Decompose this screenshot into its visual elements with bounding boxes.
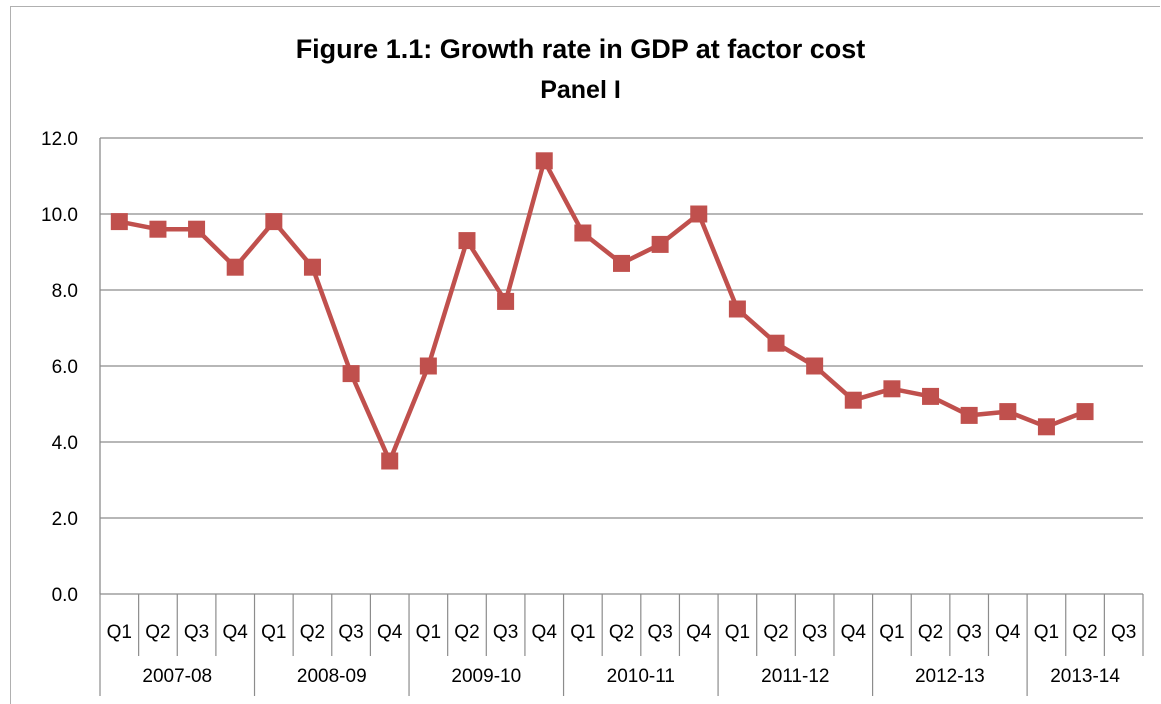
data-point-marker <box>690 205 708 223</box>
x-tick-label-quarter: Q3 <box>338 622 363 643</box>
x-tick-label-quarter: Q3 <box>647 622 672 643</box>
data-point-marker <box>728 300 746 318</box>
y-tick-label: 12.0 <box>41 129 78 150</box>
x-tick-label-quarter: Q1 <box>107 622 132 643</box>
data-point-marker <box>458 232 476 250</box>
x-group-label-year: 2011-12 <box>761 666 829 687</box>
x-tick-label-quarter: Q3 <box>184 622 209 643</box>
x-tick-label-quarter: Q3 <box>1111 622 1136 643</box>
x-group-label-year: 2010-11 <box>607 666 675 687</box>
x-tick-label-quarter: Q3 <box>956 622 981 643</box>
y-tick-label: 10.0 <box>41 205 78 226</box>
data-point-marker <box>999 403 1017 421</box>
data-point-marker <box>497 292 515 310</box>
x-tick-label-quarter: Q3 <box>802 622 827 643</box>
data-point-marker <box>1076 403 1094 421</box>
data-point-marker <box>767 334 785 352</box>
x-tick-label-quarter: Q1 <box>725 622 750 643</box>
data-point-marker <box>651 235 669 253</box>
chart-title: Figure 1.1: Growth rate in GDP at factor… <box>295 34 866 64</box>
series-line <box>110 152 1094 470</box>
data-point-marker <box>419 357 437 375</box>
data-point-marker <box>149 220 167 238</box>
gridlines <box>99 137 1143 595</box>
x-tick-label-quarter: Q4 <box>532 622 558 643</box>
data-point-marker <box>883 380 901 398</box>
data-point-marker <box>1037 418 1055 436</box>
data-point-marker <box>188 220 206 238</box>
x-group-label-year: 2007-08 <box>142 666 212 687</box>
x-tick-label-quarter: Q4 <box>841 622 867 643</box>
x-tick-label-quarter: Q4 <box>686 622 712 643</box>
x-tick-label-quarter: Q2 <box>609 622 634 643</box>
data-point-marker <box>960 406 978 424</box>
x-tick-label-quarter: Q2 <box>145 622 170 643</box>
chart-subtitle: Panel I <box>540 76 621 104</box>
data-point-marker <box>922 387 940 405</box>
x-group-label-year: 2009-10 <box>451 666 521 687</box>
x-tick-label-quarter: Q1 <box>879 622 904 643</box>
x-tick-label-quarter: Q4 <box>223 622 249 643</box>
data-point-marker <box>806 357 824 375</box>
x-tick-label-quarter: Q2 <box>300 622 325 643</box>
x-group-label-year: 2012-13 <box>915 666 985 687</box>
y-tick-label: 4.0 <box>52 433 78 454</box>
y-tick-label: 2.0 <box>52 509 78 530</box>
data-point-marker <box>844 391 862 409</box>
x-tick-label-quarter: Q2 <box>918 622 943 643</box>
x-tick-label-quarter: Q1 <box>261 622 286 643</box>
x-tick-label-quarter: Q4 <box>377 622 403 643</box>
data-point-marker <box>226 258 244 276</box>
x-tick-label-quarter: Q1 <box>1034 622 1059 643</box>
y-axis-tick-labels: 0.0 2.0 4.0 6.0 8.0 10.0 12.0 <box>41 129 78 606</box>
x-tick-label-quarter: Q3 <box>493 622 518 643</box>
data-point-marker <box>613 254 630 272</box>
data-point-marker <box>265 213 283 231</box>
x-tick-label-quarter: Q1 <box>570 622 595 643</box>
data-point-marker <box>381 452 399 470</box>
x-axis: Q1 Q2 Q3 Q4 Q1 Q2 Q3 Q4 Q1 Q2 Q3 Q4 Q1 Q2 Q3 Q4 Q1 Q2 Q3 Q4… <box>99 594 1144 696</box>
x-group-label-year: 2008-09 <box>297 666 367 687</box>
x-tick-label-quarter: Q2 <box>763 622 788 643</box>
x-group-label-year: 2013-14 <box>1050 666 1120 687</box>
data-point-marker <box>342 365 360 383</box>
chart-frame <box>10 6 1160 704</box>
data-point-marker <box>535 152 553 170</box>
x-tick-label-quarter: Q4 <box>995 622 1021 643</box>
x-tick-label-quarter: Q2 <box>454 622 479 643</box>
data-point-marker <box>303 258 321 276</box>
y-tick-label: 8.0 <box>52 281 78 302</box>
y-tick-label: 6.0 <box>52 357 78 378</box>
series-line-path <box>118 158 1086 464</box>
x-tick-label-quarter: Q2 <box>1072 622 1097 643</box>
data-point-marker <box>110 213 128 231</box>
y-tick-label: 0.0 <box>52 585 78 606</box>
data-point-marker <box>574 224 592 242</box>
x-tick-label-quarter: Q1 <box>416 622 441 643</box>
